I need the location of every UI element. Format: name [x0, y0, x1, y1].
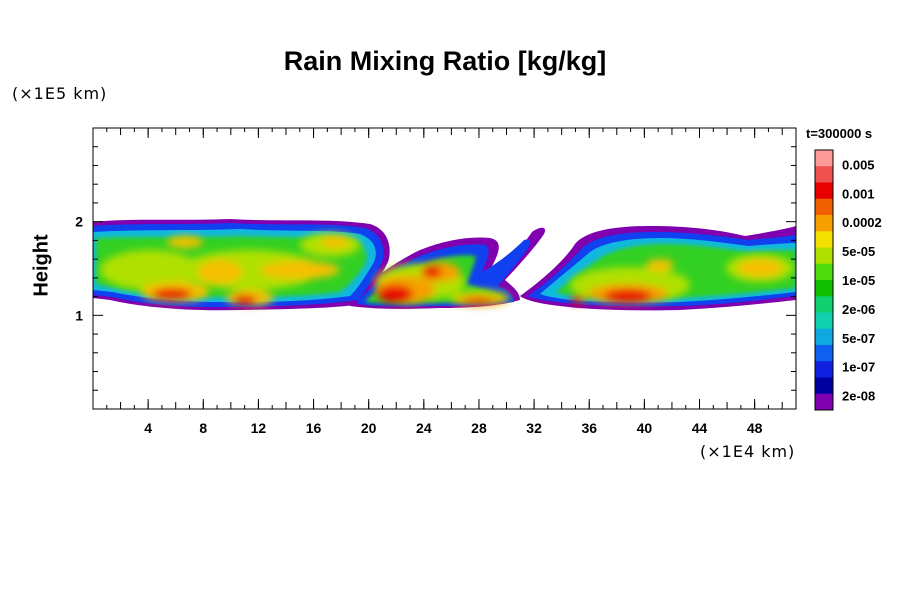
colorbar-swatch — [815, 182, 833, 200]
x-tick-label: 4 — [144, 420, 152, 436]
colorbar-swatch — [815, 393, 833, 411]
colorbar-label: 1e-07 — [842, 360, 875, 375]
x-tick-label: 36 — [581, 420, 597, 436]
colorbar-label: 0.001 — [842, 186, 875, 201]
colorbar-label: 5e-05 — [842, 244, 875, 259]
colorbar-label: 2e-08 — [842, 389, 875, 404]
y-tick-label: 1 — [75, 307, 83, 323]
colorbar-label: 0.0002 — [842, 215, 882, 230]
colorbar-frame — [814, 149, 834, 411]
x-tick-label: 20 — [361, 420, 377, 436]
x-tick-label: 16 — [306, 420, 322, 436]
y-scale-label: (×1E5 km) — [12, 84, 108, 103]
colorbar-swatch — [815, 198, 833, 216]
colorbar-swatch — [815, 345, 833, 362]
colorbar-label: 2e-06 — [842, 302, 875, 317]
colorbar-swatch — [815, 312, 833, 330]
colorbar-swatch — [815, 280, 833, 297]
colorbar-swatch — [815, 231, 833, 248]
x-tick-label: 44 — [692, 420, 708, 436]
colorbar-swatch — [815, 166, 833, 183]
rain-field — [93, 219, 796, 311]
x-tick-label: 40 — [637, 420, 653, 436]
colorbar-swatch — [815, 361, 833, 378]
field-intense-regions — [100, 233, 794, 306]
x-tick-label: 48 — [747, 420, 763, 436]
colorbar-swatch — [815, 150, 833, 167]
x-tick-label: 8 — [199, 420, 207, 436]
colorbar-swatch — [815, 296, 833, 313]
x-tick-label: 32 — [526, 420, 542, 436]
colorbar: 0.005 0.001 0.0002 5e-05 1e-05 2e-06 5e-07 1e-0… — [814, 149, 882, 411]
colorbar-swatch — [815, 263, 833, 281]
y-tick-label: 2 — [75, 214, 83, 230]
colorbar-swatch — [815, 377, 833, 395]
x-tick-label: 28 — [471, 420, 487, 436]
colorbar-swatch — [815, 247, 833, 265]
x-tick-label: 12 — [251, 420, 267, 436]
chart-title: Rain Mixing Ratio [kg/kg] — [283, 46, 607, 76]
colorbar-swatch — [815, 328, 833, 346]
colorbar-swatch — [815, 215, 833, 232]
time-label: t=300000 s — [806, 126, 873, 141]
colorbar-label: 0.005 — [842, 157, 875, 172]
colorbar-label: 1e-05 — [842, 273, 875, 288]
colorbar-label: 5e-07 — [842, 331, 875, 346]
x-tick-label: 24 — [416, 420, 432, 436]
x-scale-label: (×1E4 km) — [700, 442, 796, 461]
plot-frame — [92, 127, 797, 410]
